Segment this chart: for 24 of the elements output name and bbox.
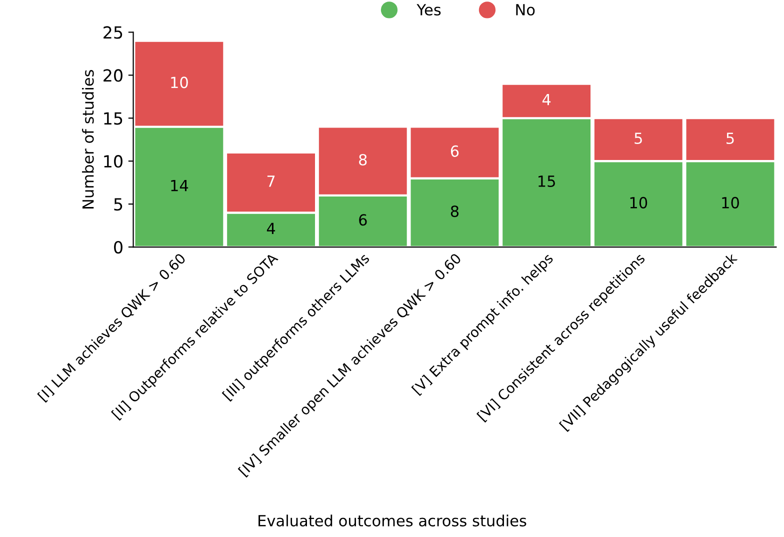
legend-label: No <box>516 4 535 16</box>
data-label: 4 <box>266 222 276 234</box>
x-axis-title: Evaluated outcomes across studies <box>258 514 526 526</box>
y-tick-label: 5 <box>114 198 122 211</box>
y-tick-label: 20 <box>104 69 122 82</box>
data-label: 5 <box>726 132 734 144</box>
data-label: 4 <box>542 94 551 106</box>
data-label: 6 <box>359 214 367 226</box>
data-label: 7 <box>267 176 275 187</box>
data-label: 10 <box>630 196 648 208</box>
legend-label: Yes <box>416 4 441 16</box>
data-label: 5 <box>634 132 642 144</box>
data-label: 8 <box>359 154 367 166</box>
data-label: 15 <box>538 176 555 188</box>
data-label: 8 <box>450 206 459 218</box>
y-tick-label: 0 <box>114 240 122 254</box>
y-axis-title: Number of studies <box>82 70 94 208</box>
y-tick-label: 15 <box>104 112 122 125</box>
data-label: 10 <box>722 196 739 208</box>
data-label: 10 <box>171 76 188 88</box>
data-label: 6 <box>450 145 459 157</box>
y-tick-label: 10 <box>104 155 122 168</box>
y-tick-label: 25 <box>104 26 122 39</box>
data-label: 14 <box>171 180 188 192</box>
